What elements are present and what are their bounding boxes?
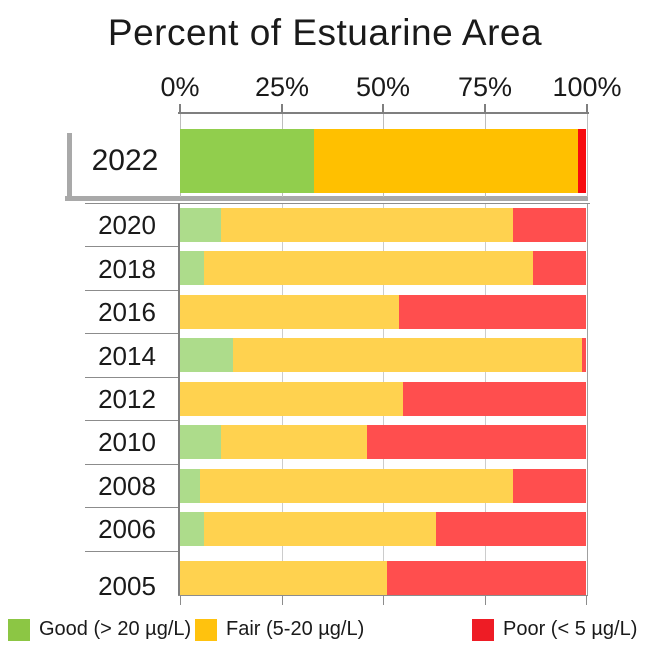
good-segment	[180, 251, 205, 286]
stacked-bar	[180, 251, 586, 286]
year-label: 2018	[98, 253, 156, 284]
fair-segment	[204, 251, 534, 286]
x-axis-tick-label: 100%	[552, 72, 622, 102]
year-label: 2016	[98, 297, 156, 328]
axis-tick	[179, 104, 181, 112]
plot-frame-top	[85, 203, 590, 204]
stacked-bar-2022	[180, 129, 586, 193]
legend-item-good: Good (> 20 µg/L)	[8, 618, 191, 641]
x-axis-tick-label: 25%	[254, 72, 310, 102]
good-segment	[180, 129, 314, 193]
poor-segment	[403, 381, 586, 416]
poor-swatch-icon	[472, 618, 494, 641]
fair-segment	[313, 129, 578, 193]
poor-segment	[512, 208, 586, 242]
axis-tick	[586, 595, 587, 605]
stacked-bar	[180, 381, 586, 416]
axis-tick	[180, 595, 181, 605]
fair-segment	[180, 294, 400, 329]
y-axis-line	[178, 203, 180, 595]
stacked-bar	[180, 512, 586, 547]
fair-segment	[180, 560, 388, 595]
poor-segment	[577, 129, 586, 193]
year-label: 2014	[98, 340, 156, 371]
axis-tick	[485, 595, 486, 605]
fair-segment	[220, 425, 367, 460]
fair-segment	[220, 208, 513, 242]
poor-segment	[435, 512, 586, 547]
fair-segment	[180, 381, 404, 416]
stacked-bar	[180, 208, 586, 242]
x-axis-tick-label: 50%	[355, 72, 411, 102]
good-segment	[180, 208, 221, 242]
good-segment	[180, 338, 233, 373]
year-row: 2020	[0, 204, 650, 247]
fair-segment	[204, 512, 436, 547]
year-label: 2006	[98, 514, 156, 545]
legend-label: Fair (5-20 µg/L)	[226, 618, 365, 640]
chart-title: Percent of Estuarine Area	[107, 12, 543, 53]
plot-frame-right	[587, 204, 588, 595]
axis-tick	[383, 595, 384, 605]
year-row: 2006	[0, 507, 650, 551]
legend-label: Poor (< 5 µg/L)	[503, 618, 638, 640]
year-label: 2020	[98, 210, 156, 241]
year-row: 2008	[0, 463, 650, 508]
axis-tick	[282, 595, 283, 605]
axis-tick	[281, 104, 283, 112]
gridline	[587, 114, 588, 197]
stacked-bar	[180, 468, 586, 503]
axis-tick	[586, 104, 588, 112]
poor-segment	[533, 251, 586, 286]
x-axis-tick-label: 75%	[457, 72, 513, 102]
x-axis-tick-label: 0%	[160, 72, 200, 102]
stacked-bar	[180, 425, 586, 460]
year-row: 2005	[0, 550, 650, 601]
year-row: 2018	[0, 246, 650, 290]
good-segment	[180, 512, 205, 547]
good-swatch-icon	[8, 618, 30, 641]
x-axis-line	[178, 112, 589, 114]
axis-tick	[484, 104, 486, 112]
poor-segment	[581, 338, 586, 373]
year-row: 2012	[0, 376, 650, 421]
year-row: 2016	[0, 289, 650, 334]
legend-label: Good (> 20 µg/L)	[39, 618, 192, 640]
year-label-2022: 2022	[91, 144, 159, 177]
stacked-bar	[180, 294, 586, 329]
fair-swatch-icon	[195, 618, 217, 641]
poor-segment	[366, 425, 586, 460]
fair-segment	[200, 468, 513, 503]
good-segment	[180, 468, 201, 503]
fair-segment	[232, 338, 582, 373]
callout-shadow-bottom	[65, 196, 588, 201]
poor-segment	[399, 294, 586, 329]
year-label: 2005	[98, 570, 156, 601]
year-row: 2010	[0, 420, 650, 464]
good-segment	[180, 425, 221, 460]
stacked-bar	[180, 560, 586, 595]
year-label: 2008	[98, 470, 156, 501]
year-label: 2012	[98, 383, 156, 414]
callout-shadow-left	[67, 133, 72, 201]
legend-item-fair: Fair (5-20 µg/L)	[195, 618, 364, 641]
axis-tick	[382, 104, 384, 112]
poor-segment	[512, 468, 586, 503]
stacked-bar	[180, 338, 586, 373]
year-label: 2010	[98, 427, 156, 458]
year-row: 2014	[0, 333, 650, 377]
poor-segment	[387, 560, 586, 595]
legend-item-poor: Poor (< 5 µg/L)	[472, 618, 637, 641]
year-rows: 2020 2018 2016 2014 2012	[0, 204, 650, 601]
